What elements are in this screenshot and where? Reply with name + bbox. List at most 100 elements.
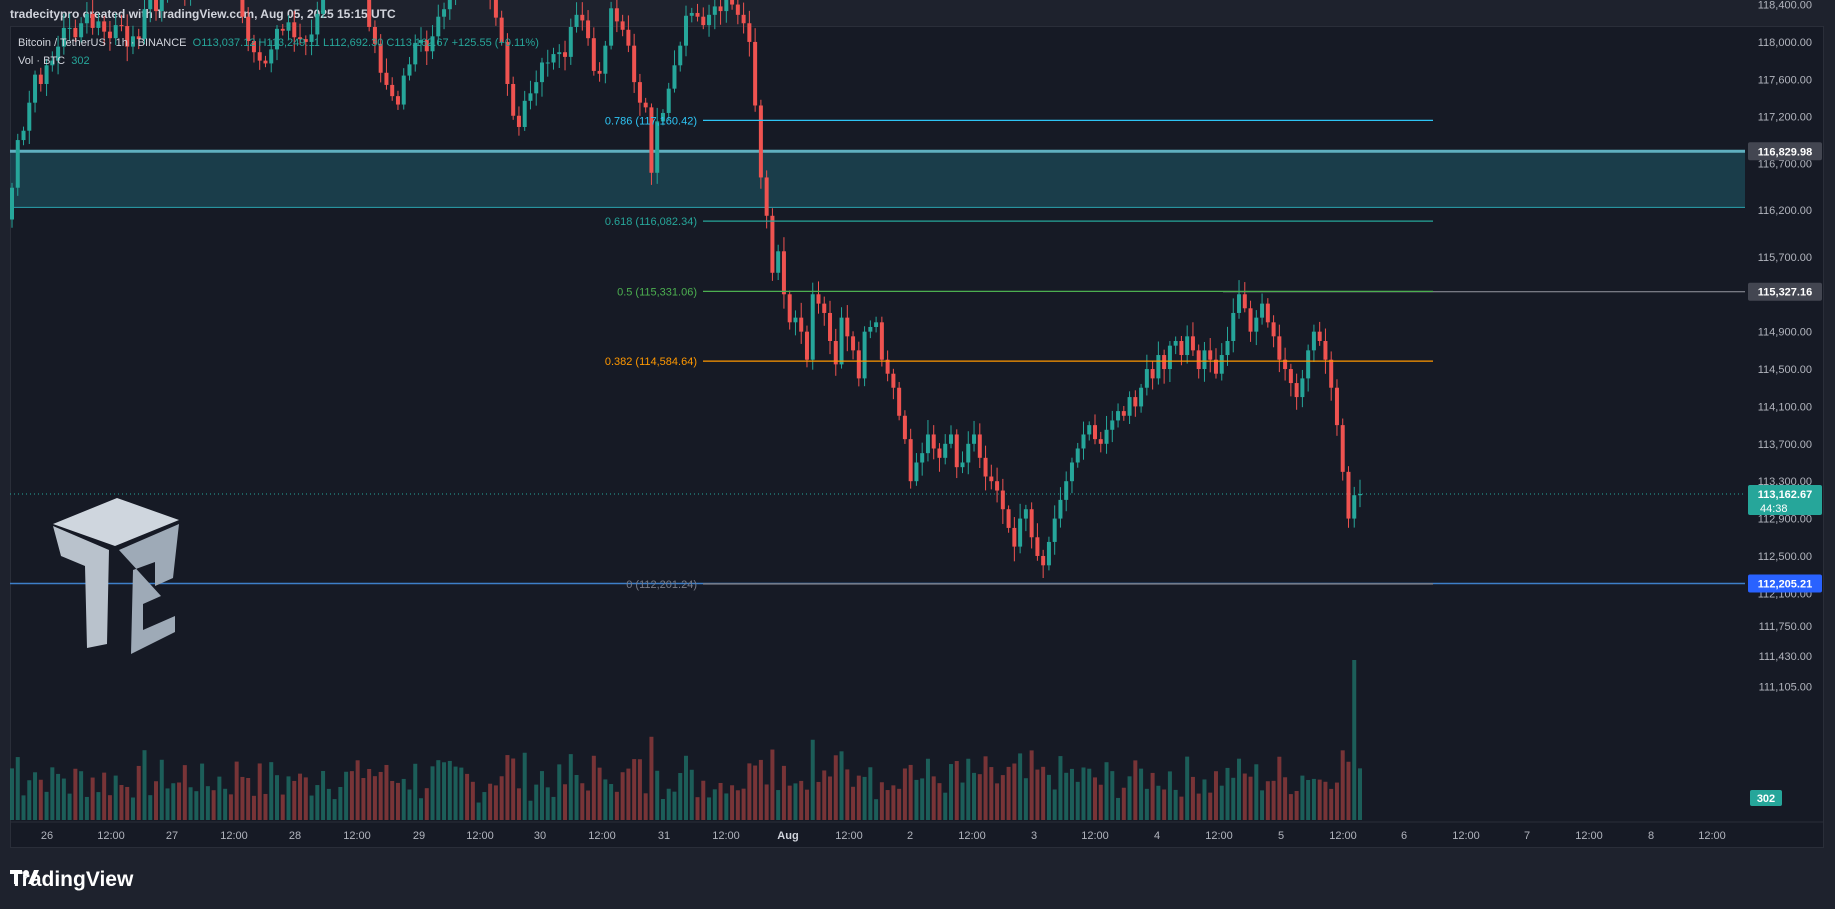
time-tick-label: 3 [1031, 830, 1037, 842]
volume-bar [142, 750, 147, 820]
volume-bar [591, 755, 596, 820]
volume-bar [228, 794, 233, 820]
candle-body [609, 8, 614, 46]
volume-bar [1127, 776, 1132, 820]
candle-body [251, 40, 256, 53]
candle-body [822, 303, 827, 313]
price-badge-current-countdown: 44:38 [1760, 503, 1788, 515]
volume-bar [488, 783, 493, 820]
volume-bar [845, 769, 850, 820]
volume-bar [781, 765, 786, 820]
volume-bar [643, 793, 648, 820]
time-tick-label: 30 [534, 830, 546, 842]
volume-bar [274, 775, 279, 820]
open-value: O113,037.12 [192, 37, 256, 49]
volume-bar [211, 790, 216, 820]
volume-bar [684, 755, 688, 820]
volume-bar [292, 780, 297, 820]
volume-bar [61, 778, 66, 820]
candle-body [724, 0, 729, 12]
volume-bar [545, 787, 550, 820]
volume-bar [263, 793, 268, 820]
candle-body [1242, 294, 1247, 309]
volume-bar [309, 795, 314, 820]
volume-bar [1300, 775, 1305, 820]
candle-body [707, 14, 712, 26]
candle-body [67, 27, 72, 29]
candle-body [1029, 509, 1034, 538]
price-tick-label: 118,000.00 [1758, 37, 1812, 49]
candle-body [868, 326, 873, 332]
volume-bar [459, 767, 464, 820]
candle-body [695, 12, 700, 17]
candle-body [390, 84, 395, 97]
volume-bar [678, 773, 683, 820]
candle-body [1052, 518, 1057, 542]
candle-body [828, 312, 833, 342]
candle-body [954, 434, 959, 468]
candle-body [770, 215, 775, 273]
volume-bar [891, 785, 896, 820]
volume-bar [38, 779, 43, 820]
volume-bar [966, 758, 971, 820]
volume-bar [666, 788, 671, 820]
volume-bar [1023, 778, 1028, 820]
volume-bar [925, 758, 930, 820]
volume-bar [447, 760, 452, 820]
volume-bar [1035, 769, 1040, 820]
volume-bar [1260, 790, 1265, 820]
candle-body [298, 37, 303, 40]
candle-body [1018, 518, 1023, 547]
price-tick-label: 116,200.00 [1758, 205, 1812, 217]
candle-body [84, 13, 89, 24]
candle-body [90, 13, 95, 28]
candle-body [1340, 425, 1345, 472]
volume-bar [1231, 777, 1236, 820]
volume-bar [476, 802, 481, 820]
time-tick-label: 8 [1648, 830, 1654, 842]
candle-body [367, 0, 372, 27]
candle-body [534, 82, 539, 94]
volume-bar [1283, 777, 1288, 820]
volume-bar [539, 771, 544, 820]
volume-badge-bg [1750, 790, 1782, 806]
candle-body [885, 359, 890, 374]
volume-bar [1075, 781, 1080, 820]
candle-body [73, 27, 78, 38]
volume-bar [568, 754, 573, 820]
candle-body [804, 331, 809, 360]
high-value: H113,249.11 [258, 37, 320, 49]
candle-body [102, 21, 107, 32]
volume-bar [10, 768, 14, 820]
volume-bar [148, 795, 153, 820]
candle-body [626, 29, 631, 46]
candle-body [649, 107, 654, 173]
volume-bar [804, 789, 809, 820]
candle-body [701, 16, 706, 26]
volume-bar [159, 759, 164, 820]
volume-bar [1311, 778, 1316, 820]
volume-bar [303, 777, 308, 820]
candle-body [781, 251, 786, 295]
volume-bar [914, 779, 919, 820]
fib-label-1: 0.786 (117,160.42) [605, 115, 697, 127]
candle-body [528, 93, 533, 101]
candle-body [269, 49, 274, 64]
volume-bar [1046, 774, 1051, 820]
candle-body [1098, 439, 1103, 444]
volume-bar [534, 784, 539, 820]
candle-body [274, 28, 279, 50]
volume-bar [557, 764, 562, 820]
candle-body [660, 112, 665, 122]
candle-body [551, 54, 556, 63]
candle-body [672, 65, 677, 89]
tradingview-logo[interactable]: TradingView [10, 868, 133, 892]
volume-bar [1317, 779, 1322, 820]
candle-body [637, 82, 642, 103]
candle-body [586, 20, 591, 39]
candle-body [1300, 378, 1305, 398]
volume-bar [493, 785, 498, 820]
price-badge-112205-bg [1748, 574, 1822, 593]
candle-body [718, 6, 723, 12]
